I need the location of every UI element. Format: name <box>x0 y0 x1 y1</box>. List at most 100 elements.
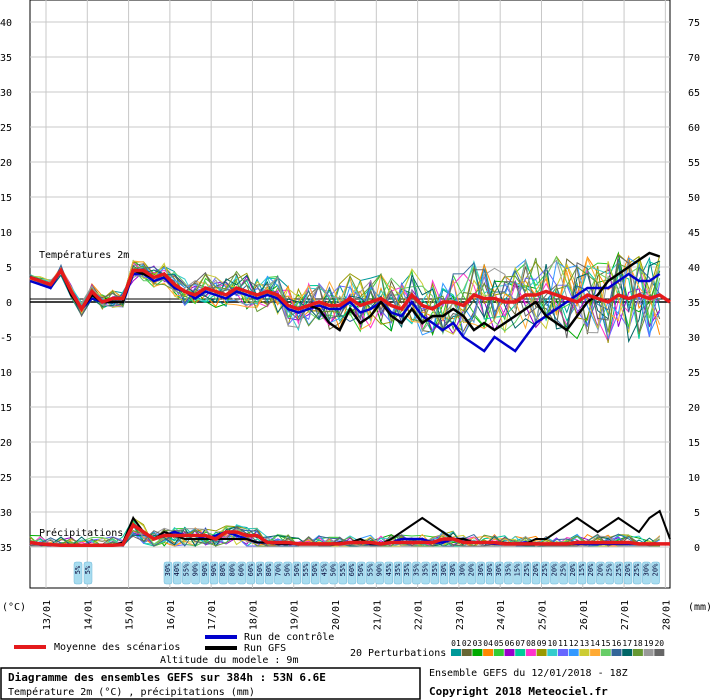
prob-badge-text: 45% <box>385 563 393 576</box>
title-box <box>0 667 421 700</box>
prob-badge-text: 40% <box>173 563 181 576</box>
prob-badge-text: 30% <box>642 563 650 576</box>
prob-badge-text: 90% <box>376 563 384 576</box>
x-tick-label: 28/01 <box>661 600 672 630</box>
prob-badge-text: 25% <box>633 563 641 576</box>
prob-badge-bg <box>439 561 449 585</box>
prob-badge-bg <box>651 561 660 585</box>
perturbation-id: 19 <box>644 639 654 648</box>
prob-badge-text: 45% <box>320 563 328 576</box>
perturbation-id: 05 <box>494 639 504 648</box>
prob-badge-text: 5% <box>74 565 82 574</box>
perturbation-swatch <box>568 649 579 656</box>
prob-badge-bg <box>568 561 578 585</box>
y-left-tick: -25 <box>0 473 12 484</box>
x-tick-label: 20/01 <box>331 600 342 630</box>
y-right-tick: 10 <box>688 473 700 484</box>
prob-badge-text: 25% <box>541 563 549 576</box>
x-tick-label: 27/01 <box>620 600 631 630</box>
prob-badge-bg <box>329 561 338 585</box>
prob-badge-bg <box>513 561 522 585</box>
prob-badge-text: 35% <box>394 563 402 576</box>
prob-badge-text: 20% <box>587 563 595 576</box>
prob-badge-text: 30% <box>440 563 448 576</box>
prob-badge-text: 30% <box>486 563 494 576</box>
prob-badge-text: 30% <box>449 563 457 576</box>
y-left-tick: 15 <box>0 193 12 204</box>
perturbation-id: 16 <box>612 639 622 648</box>
perturbation-id: 14 <box>590 639 600 648</box>
prob-badge-text: 30% <box>458 563 466 576</box>
perturbation-swatch <box>472 649 483 656</box>
y-right-tick: 5 <box>694 508 700 519</box>
prob-badge-text: 25% <box>523 563 531 576</box>
perturbation-precip-line <box>29 526 660 547</box>
perturbation-id: 15 <box>601 639 611 648</box>
legend-perturbations-label: 20 Perturbations <box>350 648 446 659</box>
prob-badge-text: 15% <box>578 563 586 576</box>
perturbation-swatch <box>536 649 547 656</box>
perturbation-id: 20 <box>654 639 664 648</box>
perturbation-temp-line <box>29 254 660 339</box>
x-tick-label: 21/01 <box>372 600 383 630</box>
prob-badge-text: 50% <box>357 563 365 576</box>
prob-badge-bg <box>412 561 421 585</box>
prob-badge-bg <box>494 561 504 585</box>
prob-badge-text: 30% <box>477 563 485 576</box>
prob-badge-text: 50% <box>256 563 264 576</box>
prob-badge-bg <box>209 561 219 585</box>
prob-badge-text: 15% <box>514 563 522 576</box>
prob-badge-bg <box>485 561 495 585</box>
prob-badge-text: 20% <box>569 563 577 576</box>
prob-badge-bg <box>338 561 348 585</box>
y-left-tick: 35 <box>0 53 12 64</box>
y-right-tick: 25 <box>688 368 700 379</box>
prob-badge-bg <box>375 561 384 585</box>
prob-badge-bg <box>320 561 329 585</box>
y-left-unit: (°C) <box>2 602 26 613</box>
prob-badge-bg <box>623 561 633 585</box>
prob-badge-text: 35% <box>422 563 430 576</box>
prob-badge-bg <box>301 561 311 585</box>
perturbation-swatch <box>632 649 643 656</box>
y-right-tick: 55 <box>688 158 700 169</box>
y-left-tick: -20 <box>0 438 12 449</box>
x-tick-label: 17/01 <box>207 600 218 630</box>
copyright-text: Copyright 2018 Meteociel.fr <box>429 685 608 698</box>
prob-badge-bg <box>448 561 458 585</box>
legend-gfs-label: Run GFS <box>244 643 286 654</box>
mean-temp-line <box>29 267 671 313</box>
prob-badge-bg <box>255 561 265 585</box>
temp-section-label: Températures 2m <box>39 249 129 261</box>
perturbation-precip-line <box>29 527 660 547</box>
prob-badge-bg <box>642 561 651 585</box>
mean-precip-line <box>29 522 670 548</box>
perturbation-id: 10 <box>547 639 557 648</box>
prob-badge-text: 55% <box>339 563 347 576</box>
perturbation-swatch <box>590 649 601 656</box>
chart-subtitle: Température 2m (°C) , précipitations (mm… <box>8 686 255 698</box>
perturbation-swatch <box>622 649 633 656</box>
chart-grid <box>29 0 671 589</box>
perturbation-swatch <box>654 649 665 656</box>
perturbation-id: 06 <box>505 639 515 648</box>
prob-badge-text: 20% <box>532 563 540 576</box>
y-right-tick: 65 <box>688 88 700 99</box>
prob-badge-bg <box>577 561 587 585</box>
perturbation-id: 17 <box>622 639 632 648</box>
prob-badge-text: 5% <box>84 565 92 574</box>
prob-badge-text: 25% <box>615 563 623 576</box>
prob-badge-bg <box>430 561 440 585</box>
perturbation-swatch <box>483 649 494 656</box>
x-axis-labels: 13/01 14/01 15/01 16/01 17/01 18/01 19/01 20/01… <box>42 600 672 630</box>
x-tick-label: 15/01 <box>125 600 136 630</box>
perturbation-id: 18 <box>633 639 643 648</box>
prob-badge-text: 20% <box>652 563 660 576</box>
perturbation-temp-line <box>29 257 661 333</box>
legend-perturbation-swatches: 01 02 03 04 05 06 07 08 09 10 11 12 13 14 15 16 17 18 19 20 <box>451 639 665 656</box>
x-tick-label: 23/01 <box>455 600 466 630</box>
prob-badge-bg <box>596 561 605 585</box>
y-right-tick: 50 <box>688 193 700 204</box>
